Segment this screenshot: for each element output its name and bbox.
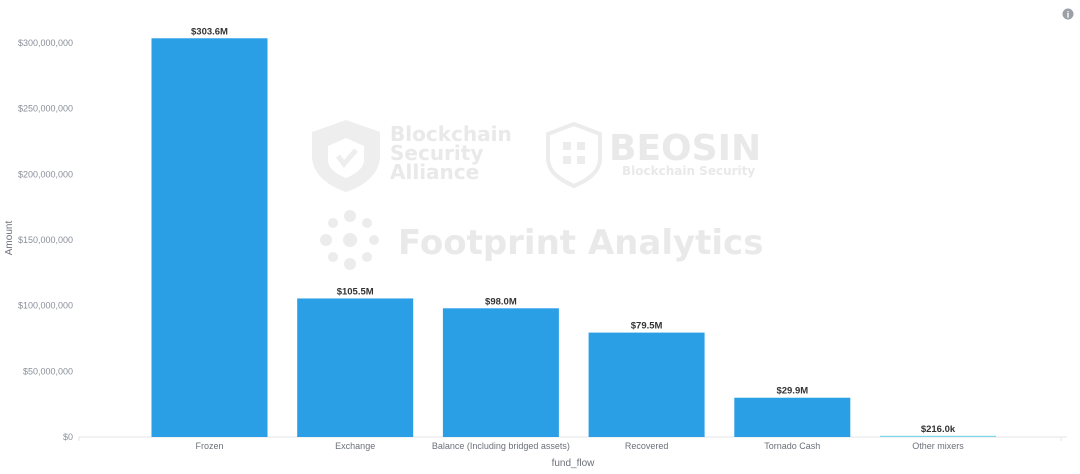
beosin-logo-icon	[546, 121, 602, 189]
bar-balance-including-bridged-assets[interactable]	[442, 308, 559, 437]
x-tick-label: Other mixers	[912, 441, 964, 451]
info-icon-glyph: i	[1067, 10, 1070, 20]
y-tick-label: $250,000,000	[18, 104, 73, 114]
watermark-layer: Blockchain Security Alliance BEOSIN Bloc…	[312, 120, 763, 270]
x-axis-title: fund_flow	[552, 458, 596, 469]
bsa-logo-icon	[312, 120, 380, 192]
bar-exchange[interactable]	[297, 298, 414, 437]
y-tick-label: $0	[63, 432, 73, 442]
bar-frozen[interactable]	[151, 38, 268, 437]
watermark-beosin-name: BEOSIN	[609, 128, 761, 169]
data-label: $79.5M	[631, 321, 663, 332]
data-label: $98.0M	[485, 296, 517, 307]
y-tick-label: $200,000,000	[18, 169, 73, 179]
data-label: $303.6M	[191, 26, 228, 37]
x-tick-label: Recovered	[625, 441, 669, 451]
watermark-bsa-line2: Security	[390, 141, 483, 165]
data-label: $29.9M	[776, 386, 808, 397]
x-tick-label: Balance (Including bridged assets)	[432, 441, 570, 451]
bar-layer	[151, 38, 996, 437]
x-tick-label: Frozen	[195, 441, 223, 451]
y-tick-label: $100,000,000	[18, 301, 73, 311]
y-tick-label: $150,000,000	[18, 235, 73, 245]
watermark-footprint: Footprint Analytics	[398, 223, 763, 263]
info-icon[interactable]: i	[1062, 8, 1074, 20]
bar-tornado-cash[interactable]	[734, 397, 851, 437]
footprint-logo-icon	[320, 210, 379, 270]
watermark-bsa-line1: Blockchain	[390, 122, 512, 146]
x-tick-label: Exchange	[335, 441, 375, 451]
y-tick-label: $300,000,000	[18, 38, 73, 48]
data-label: $216.0k	[921, 424, 956, 435]
watermark-bsa-line3: Alliance	[390, 160, 479, 184]
y-tick-label: $50,000,000	[23, 366, 73, 376]
y-axis-title: Amount	[4, 221, 15, 256]
bar-other-mixers[interactable]	[880, 435, 996, 437]
watermark-beosin-sub: Blockchain Security	[622, 164, 755, 178]
label-layer: $303.6M Frozen $105.5M Exchange $98.0M Balanc…	[191, 26, 964, 451]
x-tick-label: Tornado Cash	[764, 441, 820, 451]
data-label: $105.5M	[337, 286, 374, 297]
bar-recovered[interactable]	[588, 332, 705, 437]
